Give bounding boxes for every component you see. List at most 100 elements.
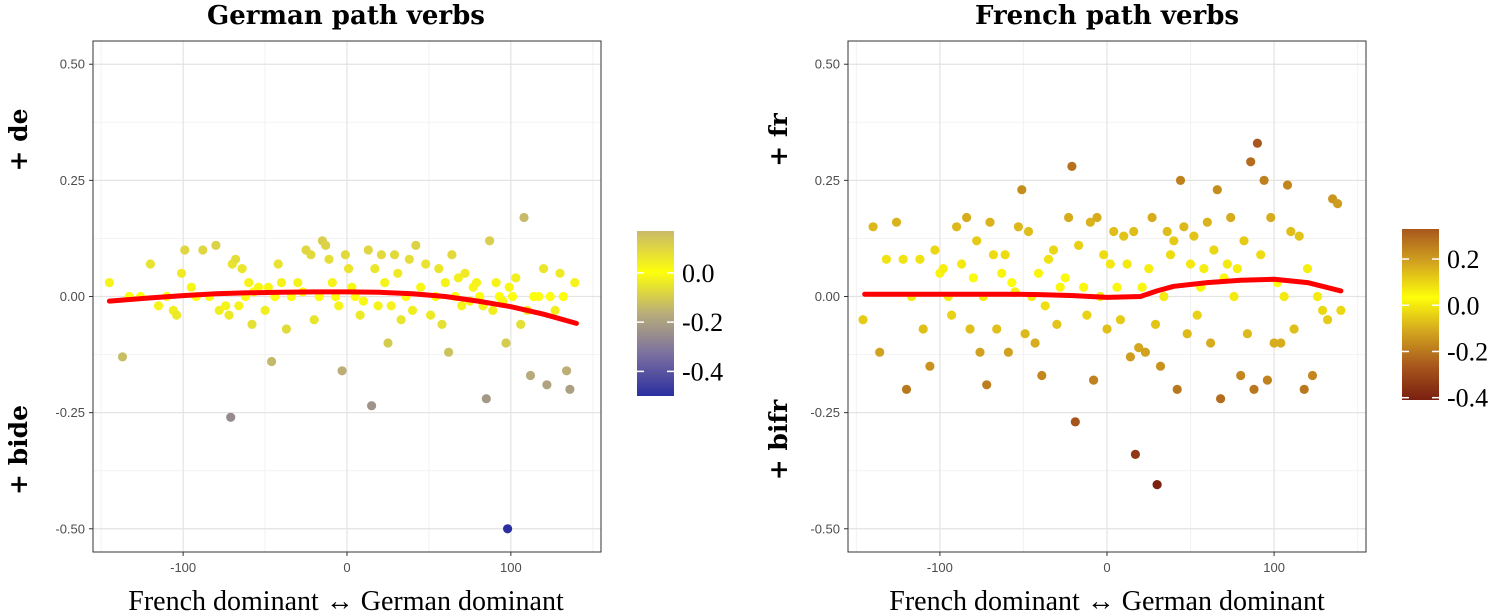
data-point [437,319,447,329]
data-point [968,273,978,283]
data-point [1307,370,1318,381]
data-point [1165,250,1176,260]
data-point [1242,329,1252,339]
data-point [558,291,568,302]
x-tick-label: 0 [343,560,350,575]
data-point [1172,384,1182,394]
y-tick-label: 0.00 [60,289,85,304]
data-point [481,394,491,404]
data-point [542,380,552,390]
data-point [1155,361,1166,371]
data-point [1302,264,1313,274]
data-point [972,236,982,246]
data-point [224,310,234,320]
data-point [1182,329,1192,339]
data-point [565,384,575,394]
colorbar [1402,229,1439,400]
data-point [214,305,224,315]
data-point [1070,417,1080,427]
x-ticks: -100 0 100 [927,552,1285,575]
data-point [186,282,196,292]
data-point [276,278,287,288]
data-point [1249,384,1259,394]
data-point [1150,319,1161,329]
data-point [226,412,236,422]
data-point [440,278,450,288]
data-point [416,282,426,292]
data-point [383,338,393,348]
data-point [488,305,498,315]
data-point [539,264,549,274]
y-tick-label: -0.50 [810,521,840,536]
data-point [247,319,257,329]
data-point [1323,315,1333,325]
data-point [915,254,925,264]
data-point [1229,291,1239,302]
data-point [221,301,231,311]
data-point [447,250,457,260]
y-axis-label-bottom: + bifr [764,399,793,480]
data-point [1246,157,1256,167]
data-point [875,347,885,357]
data-point [1003,347,1014,357]
data-point [1222,259,1232,269]
data-point [1092,212,1102,223]
data-point [545,291,555,302]
data-point [501,338,511,348]
colorbar-tick-label: 0.0 [682,259,715,288]
data-point [1037,370,1047,381]
data-point [491,278,501,288]
data-point [925,361,935,371]
data-point [1082,310,1092,320]
data-point [1269,338,1279,348]
data-point [404,254,414,264]
data-point [231,254,241,264]
data-point [153,301,164,311]
data-point [550,305,560,315]
data-point [1067,161,1077,171]
data-point [1333,199,1343,209]
data-point [1318,305,1328,315]
colorbar-ticks: 0.2 0.0 -0.2 -0.4 [1402,245,1488,413]
data-point [1189,231,1199,241]
data-point [1216,394,1226,404]
data-point [1109,226,1119,237]
y-tick-label: 0.25 [60,173,85,188]
y-tick-label: 0.00 [815,289,840,304]
smooth-line [862,276,1344,300]
data-point [1040,301,1050,311]
data-point [453,273,463,283]
data-point [1206,338,1216,348]
data-point [1134,343,1144,353]
panel-title: German path verbs [207,1,485,31]
data-point [273,259,283,269]
data-point [393,268,403,278]
data-point [386,301,396,311]
data-point [1085,217,1095,227]
data-point [1299,384,1309,394]
data-point [1312,291,1323,302]
data-point [1202,217,1212,227]
data-point [1236,370,1246,381]
data-point [1125,352,1135,362]
data-point [1043,254,1054,264]
data-point [1129,226,1139,237]
data-point [1159,291,1169,302]
data-point [1185,259,1196,269]
data-point [1259,175,1269,185]
data-point [1256,250,1266,260]
data-point [1252,138,1262,148]
data-point [1276,338,1286,348]
data-point [260,305,270,315]
data-point [997,268,1007,278]
data-point [234,301,244,311]
data-point [363,245,373,255]
data-point [324,254,334,264]
data-point [985,217,995,227]
data-point [1119,231,1129,241]
data-point [1226,212,1236,223]
data-point [471,278,482,288]
data-point [1115,315,1125,325]
colorbar-tick-label: -0.2 [1447,337,1488,366]
data-point [1279,291,1289,302]
